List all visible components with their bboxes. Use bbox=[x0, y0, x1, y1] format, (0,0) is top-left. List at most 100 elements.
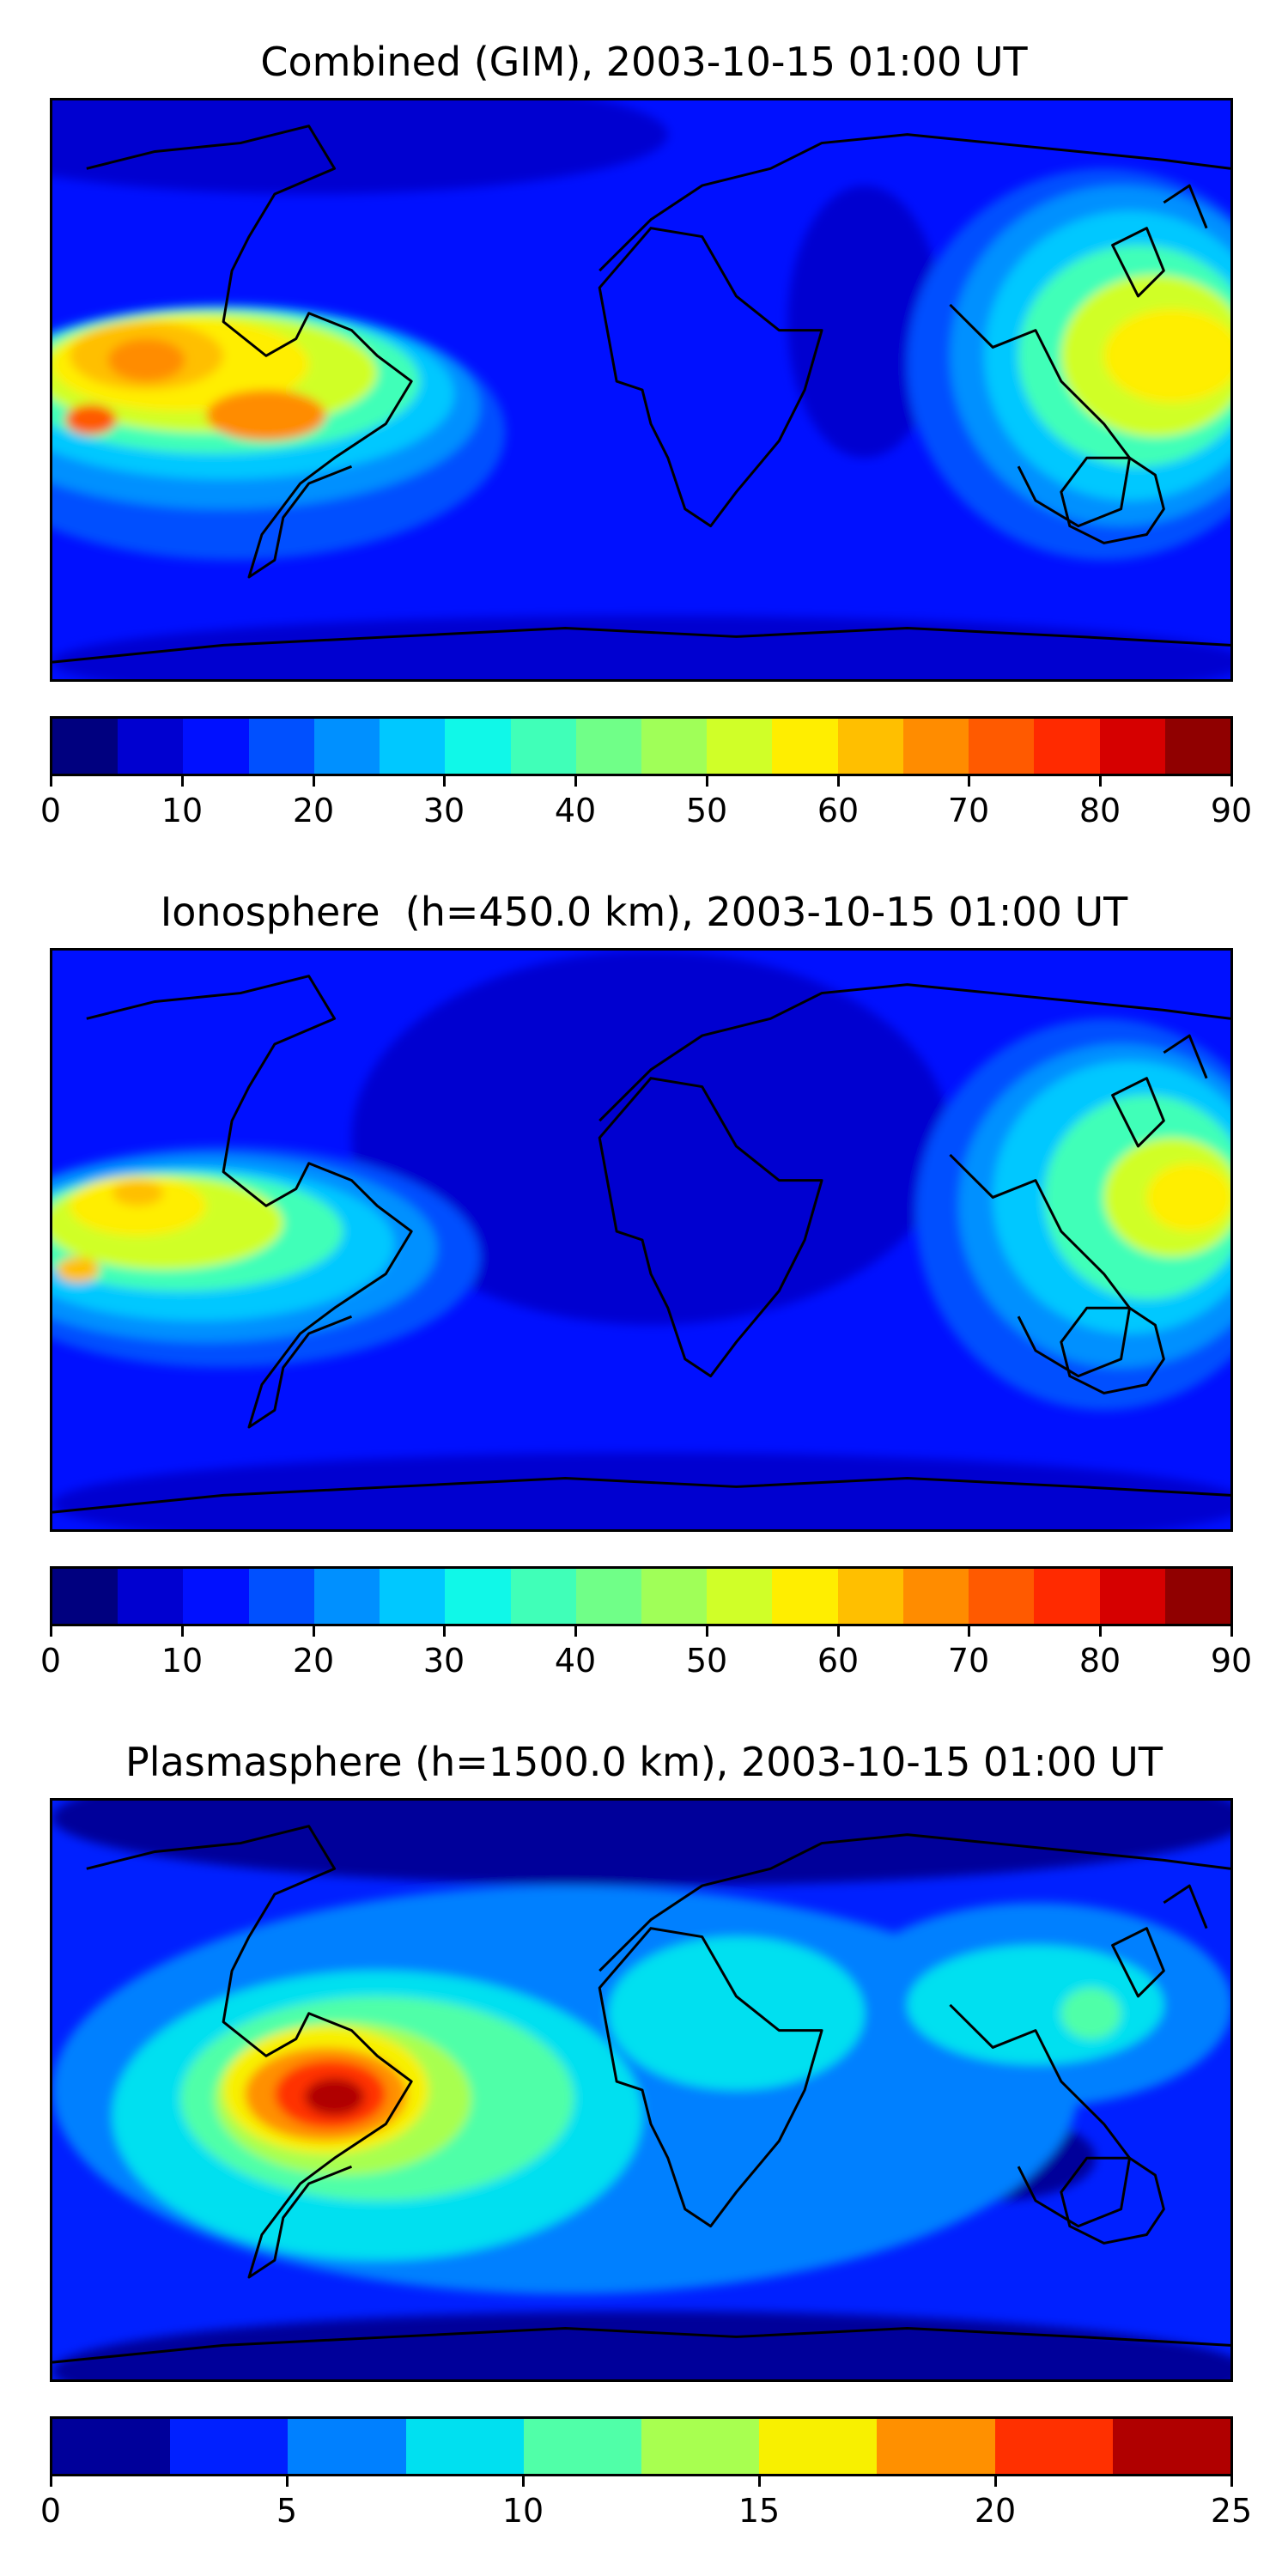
colorbar-tick-label: 20 bbox=[974, 2492, 1017, 2530]
colorbar-segment bbox=[1112, 2419, 1231, 2474]
chart-title-ionosphere: Ionosphere (h=450.0 km), 2003-10-15 01:0… bbox=[160, 889, 1128, 935]
colorbar-segment bbox=[313, 1569, 380, 1624]
colorbar-tick-label: 50 bbox=[685, 1642, 728, 1680]
colorbar-tick-label: 10 bbox=[161, 1642, 204, 1680]
colorbar-segment bbox=[994, 2419, 1113, 2474]
colorbar-segment bbox=[510, 1569, 576, 1624]
colorbar-tick-mark bbox=[1230, 1626, 1233, 1637]
colorbar-segment bbox=[118, 719, 184, 774]
colorbar-ticks-combined: 0 10 20 30 40 50 60 70 80 90 bbox=[40, 776, 1252, 829]
colorbar-tick-mark bbox=[1099, 776, 1102, 787]
colorbar-segment bbox=[902, 1569, 969, 1624]
colorbar-segment bbox=[380, 719, 446, 774]
colorbar-segment bbox=[707, 1569, 773, 1624]
colorbar-segment bbox=[641, 1569, 708, 1624]
colorbar-segment bbox=[445, 1569, 511, 1624]
colorbar-tick-mark bbox=[837, 1626, 840, 1637]
colorbar-segment bbox=[170, 2419, 289, 2474]
chart-title-plasmasphere: Plasmasphere (h=1500.0 km), 2003-10-15 0… bbox=[125, 1739, 1163, 1785]
colorbar-tick-label: 60 bbox=[817, 792, 860, 829]
colorbar-segment bbox=[445, 719, 511, 774]
colorbar-tick-mark bbox=[1230, 2476, 1233, 2487]
colorbar-tick-label: 15 bbox=[738, 2492, 781, 2530]
colorbar-segment bbox=[1034, 719, 1100, 774]
colorbar-ticks-ionosphere: 0 10 20 30 40 50 60 70 80 90 bbox=[40, 1626, 1252, 1680]
chart-title-combined: Combined (GIM), 2003-10-15 01:00 UT bbox=[260, 39, 1028, 85]
colorbar-plasmasphere bbox=[50, 2416, 1233, 2476]
colorbar-segment bbox=[313, 719, 380, 774]
colorbar-segment bbox=[1164, 719, 1230, 774]
colorbar-tick-label: 60 bbox=[817, 1642, 860, 1680]
colorbar-tick-label: 0 bbox=[39, 792, 62, 829]
coastlines bbox=[52, 125, 1230, 664]
colorbar-segment bbox=[969, 1569, 1035, 1624]
colorbar-tick-label: 10 bbox=[501, 2492, 544, 2530]
colorbar-tick-mark bbox=[837, 776, 840, 787]
colorbar-tick-mark bbox=[50, 776, 52, 787]
colorbar-ionosphere bbox=[50, 1566, 1233, 1626]
colorbar-segment bbox=[1034, 1569, 1100, 1624]
colorbar-segment bbox=[183, 1569, 249, 1624]
colorbar-segment bbox=[641, 719, 708, 774]
colorbar-segment bbox=[575, 719, 641, 774]
colorbar-segment bbox=[1164, 1569, 1230, 1624]
colorbar-tick-mark bbox=[706, 1626, 708, 1637]
colorbar-tick-label: 50 bbox=[685, 792, 728, 829]
colorbar-tick-mark bbox=[968, 1626, 970, 1637]
colorbar-tick-label: 30 bbox=[422, 792, 465, 829]
colorbar-segment bbox=[575, 1569, 641, 1624]
colorbar-tick-label: 30 bbox=[422, 1642, 465, 1680]
colorbar-tick-mark bbox=[286, 2476, 289, 2487]
colorbar-segment bbox=[772, 1569, 838, 1624]
colorbar-segment bbox=[902, 719, 969, 774]
colorbar-tick-mark bbox=[574, 776, 577, 787]
colorbar-segment bbox=[877, 2419, 995, 2474]
colorbar-segment bbox=[52, 1569, 118, 1624]
colorbar-tick-mark bbox=[1230, 776, 1233, 787]
colorbar-segment bbox=[837, 1569, 903, 1624]
colorbar-segment bbox=[380, 1569, 446, 1624]
colorbar-tick-label: 40 bbox=[554, 792, 597, 829]
colorbar-ticks-plasmasphere: 0 5 10 15 20 25 bbox=[40, 2476, 1252, 2530]
colorbar-tick-label: 80 bbox=[1078, 1642, 1121, 1680]
colorbar-tick-mark bbox=[706, 776, 708, 787]
colorbar-segment bbox=[969, 719, 1035, 774]
colorbar-tick-label: 90 bbox=[1210, 792, 1253, 829]
colorbar-tick-label: 0 bbox=[39, 2492, 62, 2530]
colorbar-tick-mark bbox=[50, 1626, 52, 1637]
colorbar-tick-mark bbox=[758, 2476, 761, 2487]
colorbar-tick-label: 20 bbox=[292, 1642, 335, 1680]
colorbar-tick-mark bbox=[181, 776, 184, 787]
map-ionosphere bbox=[50, 948, 1233, 1532]
colorbar-tick-mark bbox=[522, 2476, 525, 2487]
colorbar-tick-mark bbox=[574, 1626, 577, 1637]
colorbar-segment bbox=[759, 2419, 878, 2474]
colorbar-segment bbox=[510, 719, 576, 774]
colorbar-tick-mark bbox=[443, 776, 446, 787]
colorbar-tick-mark bbox=[313, 776, 315, 787]
colorbar-tick-label: 25 bbox=[1210, 2492, 1253, 2530]
colorbar-tick-label: 70 bbox=[947, 1642, 990, 1680]
colorbar-tick-mark bbox=[313, 1626, 315, 1637]
colorbar-segment bbox=[118, 1569, 184, 1624]
colorbar-tick-mark bbox=[1099, 1626, 1102, 1637]
colorbar-tick-mark bbox=[50, 2476, 52, 2487]
colorbar-tick-mark bbox=[968, 776, 970, 787]
colorbar-tick-label: 90 bbox=[1210, 1642, 1253, 1680]
colorbar-combined bbox=[50, 716, 1233, 776]
colorbar-tick-label: 5 bbox=[276, 2492, 298, 2530]
colorbar-tick-label: 10 bbox=[161, 792, 204, 829]
colorbar-segment bbox=[183, 719, 249, 774]
colorbar-segment bbox=[1099, 1569, 1165, 1624]
colorbar-segment bbox=[707, 719, 773, 774]
colorbar-segment bbox=[52, 2419, 171, 2474]
colorbar-segment bbox=[772, 719, 838, 774]
colorbar-segment bbox=[405, 2419, 524, 2474]
colorbar-tick-label: 40 bbox=[554, 1642, 597, 1680]
colorbar-segment bbox=[641, 2419, 760, 2474]
colorbar-tick-label: 70 bbox=[947, 792, 990, 829]
colorbar-segment bbox=[288, 2419, 406, 2474]
colorbar-segment bbox=[52, 719, 118, 774]
colorbar-tick-label: 0 bbox=[39, 1642, 62, 1680]
colorbar-segment bbox=[837, 719, 903, 774]
